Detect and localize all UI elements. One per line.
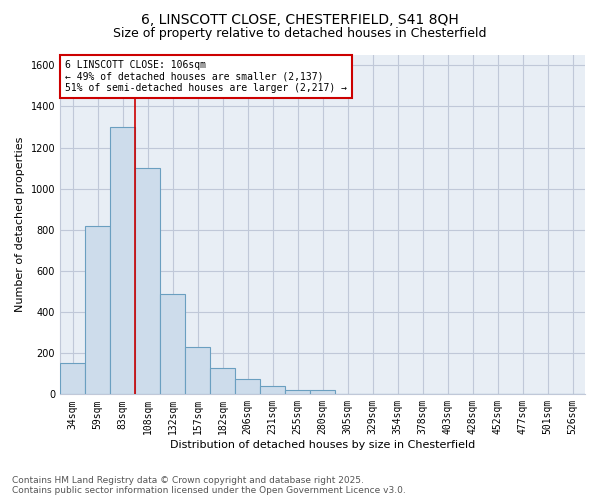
Y-axis label: Number of detached properties: Number of detached properties xyxy=(15,137,25,312)
Bar xyxy=(160,294,185,394)
Bar xyxy=(85,226,110,394)
X-axis label: Distribution of detached houses by size in Chesterfield: Distribution of detached houses by size … xyxy=(170,440,475,450)
Text: 6, LINSCOTT CLOSE, CHESTERFIELD, S41 8QH: 6, LINSCOTT CLOSE, CHESTERFIELD, S41 8QH xyxy=(141,12,459,26)
Bar xyxy=(285,390,310,394)
Text: 6 LINSCOTT CLOSE: 106sqm
← 49% of detached houses are smaller (2,137)
51% of sem: 6 LINSCOTT CLOSE: 106sqm ← 49% of detach… xyxy=(65,60,347,94)
Bar xyxy=(110,127,135,394)
Bar xyxy=(60,364,85,394)
Bar xyxy=(135,168,160,394)
Bar xyxy=(235,379,260,394)
Bar xyxy=(185,347,210,395)
Text: Size of property relative to detached houses in Chesterfield: Size of property relative to detached ho… xyxy=(113,28,487,40)
Bar xyxy=(260,386,285,394)
Text: Contains HM Land Registry data © Crown copyright and database right 2025.
Contai: Contains HM Land Registry data © Crown c… xyxy=(12,476,406,495)
Bar xyxy=(210,368,235,394)
Bar xyxy=(310,390,335,394)
